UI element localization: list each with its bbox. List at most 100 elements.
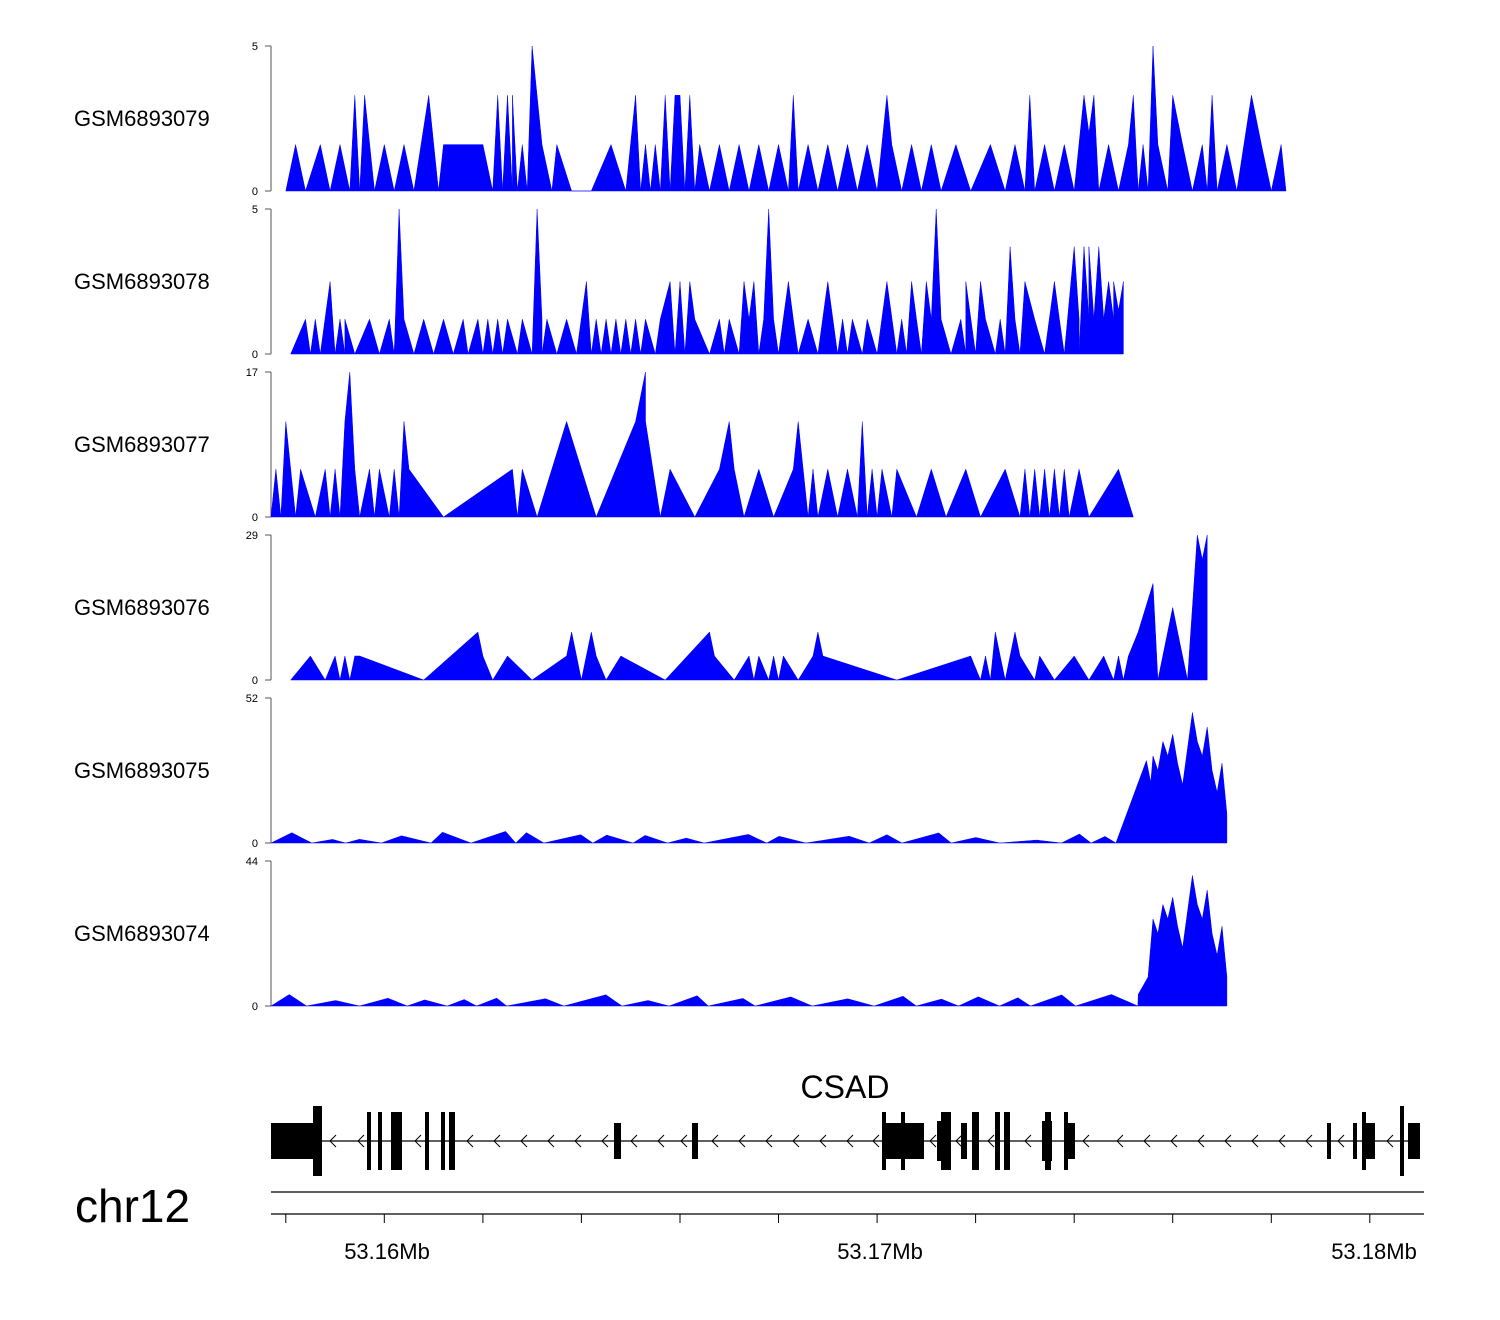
strand-arrow: [574, 1134, 582, 1148]
strand-arrows: [329, 1134, 1394, 1148]
gene-exon: [884, 1123, 901, 1159]
strand-arrow: [1337, 1134, 1345, 1148]
y-axis-max-label: 52: [246, 693, 258, 705]
strand-arrow: [765, 1134, 773, 1148]
strand-arrow: [1170, 1134, 1178, 1148]
gene-exon: [937, 1121, 942, 1161]
track-name-label: GSM6893076: [74, 595, 210, 620]
coverage-area: [290, 534, 1208, 681]
strand-arrow: [1251, 1134, 1259, 1148]
gene-exon: [425, 1112, 429, 1170]
y-axis-max-label: 5: [252, 204, 258, 216]
gene-exon: [313, 1106, 322, 1176]
axis-minor-ticks: [285, 1214, 1371, 1223]
gene-exon: [391, 1112, 402, 1170]
track-name-label: GSM6893078: [74, 269, 210, 294]
gene-name-label: CSAD: [801, 1069, 890, 1105]
strand-arrow: [466, 1134, 474, 1148]
gene-exon: [614, 1123, 621, 1159]
strand-arrow: [955, 1134, 963, 1148]
chromosome-label: chr12: [75, 1180, 190, 1232]
strand-arrow: [657, 1134, 665, 1148]
track-GSM6893076: GSM6893076 29 0: [74, 530, 1208, 687]
strand-arrow: [1224, 1134, 1232, 1148]
strand-arrow: [1305, 1134, 1313, 1148]
strand-arrow: [819, 1134, 827, 1148]
strand-arrow: [601, 1134, 609, 1148]
gene-exon: [378, 1112, 382, 1170]
gene-exon: [449, 1112, 455, 1170]
strand-arrow: [414, 1134, 422, 1148]
strand-arrow: [929, 1134, 937, 1148]
strand-arrow: [520, 1134, 528, 1148]
gene-exon: [271, 1123, 320, 1159]
strand-arrow: [1082, 1134, 1090, 1148]
gene-exon: [972, 1112, 979, 1170]
gene-exon: [1004, 1112, 1010, 1170]
strand-arrow: [1386, 1134, 1394, 1148]
track-GSM6893074: GSM6893074 44 0: [74, 856, 1228, 1013]
strand-arrow: [792, 1134, 800, 1148]
gene-exon: [367, 1112, 371, 1170]
track-name-label: GSM6893077: [74, 432, 210, 457]
gene-exon: [441, 1112, 445, 1170]
gene-exon: [1066, 1123, 1075, 1159]
y-axis-min-label: 0: [252, 675, 258, 687]
axis-tick-label: 53.18Mb: [1331, 1239, 1417, 1264]
strand-arrow: [987, 1134, 995, 1148]
strand-arrow: [547, 1134, 555, 1148]
strand-arrow: [738, 1134, 746, 1148]
gene-exon: [1045, 1112, 1051, 1170]
strand-arrow: [329, 1134, 337, 1148]
coverage-area: [290, 208, 1124, 355]
strand-arrow: [357, 1134, 365, 1148]
strand-arrow: [1024, 1134, 1032, 1148]
gene-exon: [941, 1112, 951, 1170]
strand-arrow: [1116, 1134, 1124, 1148]
y-axis-min-label: 0: [252, 349, 258, 361]
strand-arrow: [872, 1134, 880, 1148]
strand-arrow: [711, 1134, 719, 1148]
strand-arrow: [680, 1134, 688, 1148]
strand-arrow: [493, 1134, 501, 1148]
y-axis-max-label: 17: [246, 367, 258, 379]
coverage-area: [270, 371, 1134, 518]
strand-arrow: [1143, 1134, 1151, 1148]
coverage-tracks: GSM689307950GSM689307850GSM6893077170GSM…: [74, 41, 1287, 1013]
track-GSM6893075: GSM6893075 52 0: [74, 693, 1228, 850]
track-name-label: GSM6893074: [74, 921, 210, 946]
strand-arrow: [1197, 1134, 1205, 1148]
y-axis-min-label: 0: [252, 838, 258, 850]
gene-exon: [1327, 1123, 1331, 1159]
gene-exon: [1408, 1123, 1420, 1159]
gene-exons: [271, 1106, 1420, 1176]
gene-exon: [961, 1123, 967, 1159]
track-name-label: GSM6893079: [74, 106, 210, 131]
y-axis-min-label: 0: [252, 512, 258, 524]
strand-arrow: [630, 1134, 638, 1148]
track-GSM6893079: GSM6893079 5 0: [74, 41, 1287, 198]
track-name-label: GSM6893075: [74, 758, 210, 783]
y-axis-max-label: 29: [246, 530, 258, 542]
track-GSM6893077: GSM6893077 17 0: [74, 367, 1134, 524]
track-GSM6893078: GSM6893078 5 0: [74, 204, 1124, 361]
gene-exon: [692, 1123, 698, 1159]
gene-exon: [903, 1123, 924, 1159]
gene-model-csad: CSAD: [271, 1069, 1420, 1176]
strand-arrow: [846, 1134, 854, 1148]
coverage-area: [270, 875, 1228, 1007]
strand-arrow: [1278, 1134, 1286, 1148]
gene-exon: [995, 1112, 1000, 1170]
coverage-area: [285, 45, 1287, 192]
y-axis-min-label: 0: [252, 1001, 258, 1013]
y-axis-max-label: 5: [252, 41, 258, 53]
y-axis-max-label: 44: [246, 856, 258, 868]
coverage-area: [270, 712, 1228, 844]
axis-tick-label: 53.17Mb: [837, 1239, 923, 1264]
gene-exon: [1400, 1106, 1404, 1176]
genomic-axis: 53.16Mb 53.17Mb 53.18Mb: [271, 1213, 1424, 1264]
gene-exon: [1364, 1123, 1375, 1159]
axis-tick-label: 53.16Mb: [344, 1239, 430, 1264]
gene-exon: [1353, 1123, 1357, 1159]
